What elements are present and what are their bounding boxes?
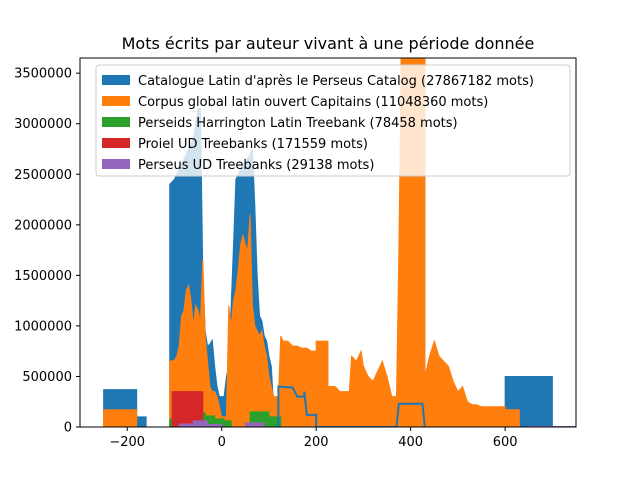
legend-label: Catalogue Latin d'après le Perseus Catal… [138, 74, 534, 89]
series-area-5 [178, 420, 576, 427]
x-tick-label: −200 [109, 435, 145, 450]
y-tick-label: 2000000 [14, 218, 72, 233]
legend-label: Perseus UD Treebanks (29138 mots) [138, 158, 374, 173]
series-line-6 [277, 385, 426, 427]
legend-swatch [102, 138, 130, 148]
x-tick-label: 200 [304, 435, 329, 450]
y-tick-label: 500000 [22, 370, 72, 385]
legend-swatch [102, 96, 130, 106]
legend-swatch [102, 75, 130, 85]
axes [79, 57, 577, 428]
legend-label: Perseids Harrington Latin Treebank (7845… [138, 116, 458, 131]
chart-title: Mots écrits par auteur vivant à une péri… [122, 34, 535, 53]
legend-swatch [102, 159, 130, 169]
y-tick-label: 1500000 [14, 269, 72, 284]
y-tick-label: 2500000 [14, 168, 72, 183]
y-tick-label: 3500000 [14, 67, 72, 82]
series-area-4 [171, 391, 204, 427]
legend: Catalogue Latin d'après le Perseus Catal… [95, 64, 571, 177]
y-tick-label: 3000000 [14, 117, 72, 132]
legend-label: Proiel UD Treebanks (171559 mots) [138, 137, 368, 152]
y-tick-label: 1000000 [14, 319, 72, 334]
legend-swatch [102, 117, 130, 127]
x-axis: −200 0 200 400 600 [109, 427, 518, 450]
y-tick-label: 0 [64, 421, 72, 436]
legend-box [95, 64, 571, 177]
x-tick-label: 400 [398, 435, 423, 450]
x-tick-label: 0 [218, 435, 226, 450]
axes-frame [79, 57, 577, 428]
legend-label: Corpus global latin ouvert Capitains (11… [138, 95, 488, 110]
x-tick-label: 600 [493, 435, 518, 450]
y-axis: 0 500000 1000000 1500000 2000000 2500000 30000… [14, 67, 80, 436]
